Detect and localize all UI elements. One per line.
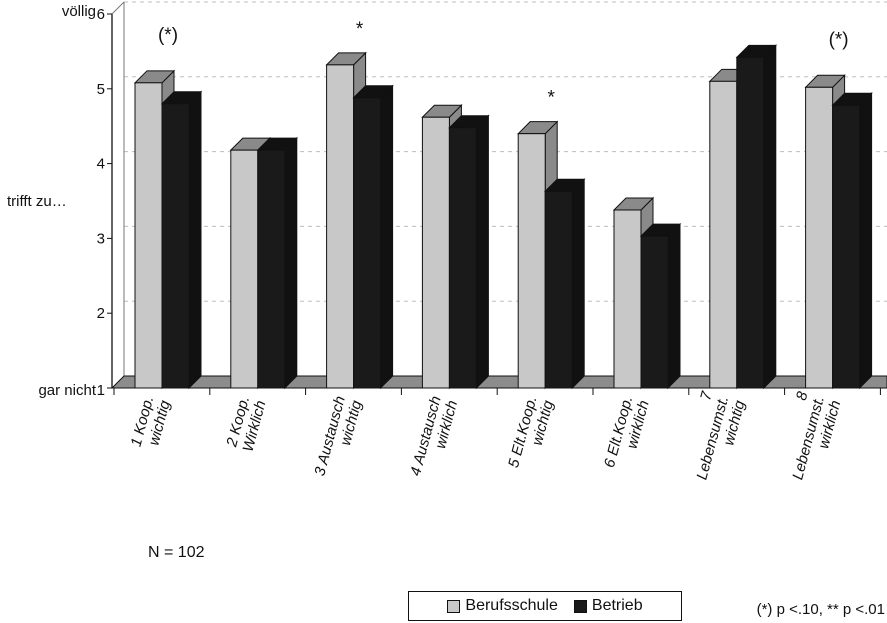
bar-betrieb bbox=[448, 114, 490, 390]
x-category-label: 4 Austauschwirklich bbox=[407, 394, 461, 482]
bar-betrieb bbox=[735, 44, 778, 390]
legend-swatch-berufsschule bbox=[447, 599, 461, 613]
bar-betrieb bbox=[831, 92, 873, 390]
bar-betrieb bbox=[639, 222, 682, 390]
bar-berufsschule-front bbox=[517, 133, 546, 389]
bar-betrieb bbox=[543, 178, 586, 390]
bar-betrieb bbox=[256, 136, 299, 390]
bar-betrieb-front bbox=[353, 97, 382, 389]
significance-mark: (*) bbox=[158, 25, 178, 46]
legend-label-berufsschule: Berufsschule bbox=[465, 597, 558, 614]
significance-mark: * bbox=[547, 88, 555, 109]
bar-berufsschule-front bbox=[134, 82, 163, 389]
bar-betrieb-side bbox=[188, 90, 202, 390]
bar-betrieb-side bbox=[284, 136, 298, 390]
bar-betrieb bbox=[352, 84, 394, 390]
bar-berufsschule-front bbox=[613, 209, 642, 389]
y-tick-label: 3 bbox=[97, 230, 105, 247]
bar-berufsschule-front bbox=[326, 64, 355, 389]
y-anchor-label: gar nicht bbox=[38, 382, 96, 399]
y-tick-label: 5 bbox=[97, 81, 105, 98]
bar-betrieb-side bbox=[859, 92, 873, 390]
axis-depth-edge bbox=[111, 1, 125, 15]
legend-item-berufsschule: Berufsschule bbox=[447, 597, 558, 615]
legend-item-betrieb: Betrieb bbox=[573, 597, 643, 615]
x-category-label: 1 Koop.wichtig bbox=[128, 394, 174, 453]
x-category-label: 3 Austauschwichtig bbox=[311, 394, 365, 483]
bar-berufsschule-front bbox=[805, 86, 834, 389]
significance-mark: * bbox=[356, 19, 364, 40]
x-category-label: 2 Koop.Wirklich bbox=[223, 394, 269, 454]
y-tick-label: 2 bbox=[97, 305, 105, 322]
y-anchor-label: trifft zu… bbox=[7, 193, 67, 210]
bar-betrieb-front bbox=[736, 56, 765, 389]
bar-betrieb-front bbox=[161, 103, 190, 389]
legend-label-betrieb: Betrieb bbox=[591, 597, 643, 614]
bar-betrieb-side bbox=[380, 84, 394, 390]
bar-berufsschule-front bbox=[709, 80, 738, 389]
y-tick-label: 1 bbox=[97, 382, 105, 399]
bar-betrieb bbox=[160, 90, 203, 390]
bar-betrieb-side bbox=[667, 222, 681, 390]
sample-size-label: N = 102 bbox=[148, 544, 205, 561]
y-tick-label: 6 bbox=[97, 6, 105, 23]
x-category-label: 8Lebensumst.wirklich bbox=[773, 389, 845, 486]
bar-berufsschule-front bbox=[230, 149, 259, 389]
x-category-label: 6 Elt.Koop.wirklich bbox=[601, 394, 653, 474]
bar-betrieb-front bbox=[448, 127, 477, 389]
significance-footnote: (*) p <.10, ** p <.01 bbox=[756, 601, 885, 618]
bar-betrieb-side bbox=[571, 178, 585, 390]
bar-betrieb-front bbox=[544, 190, 573, 389]
significance-mark: (*) bbox=[829, 29, 849, 50]
legend: Berufsschule Betrieb bbox=[408, 591, 682, 621]
x-category-label: 5 Elt.Koop.wichtig bbox=[505, 394, 557, 474]
x-category-label: 7Lebensumst.wichtig bbox=[677, 389, 749, 486]
legend-swatch-betrieb bbox=[573, 599, 587, 613]
bar-betrieb-front bbox=[257, 149, 286, 389]
bar-betrieb-front bbox=[640, 235, 669, 389]
bar-betrieb-side bbox=[475, 114, 489, 390]
bar-berufsschule-front bbox=[421, 116, 450, 389]
bar-betrieb-side bbox=[763, 44, 777, 390]
bar-betrieb-front bbox=[832, 104, 861, 389]
y-anchor-label: völlig bbox=[62, 3, 96, 20]
y-tick-label: 4 bbox=[97, 156, 105, 173]
